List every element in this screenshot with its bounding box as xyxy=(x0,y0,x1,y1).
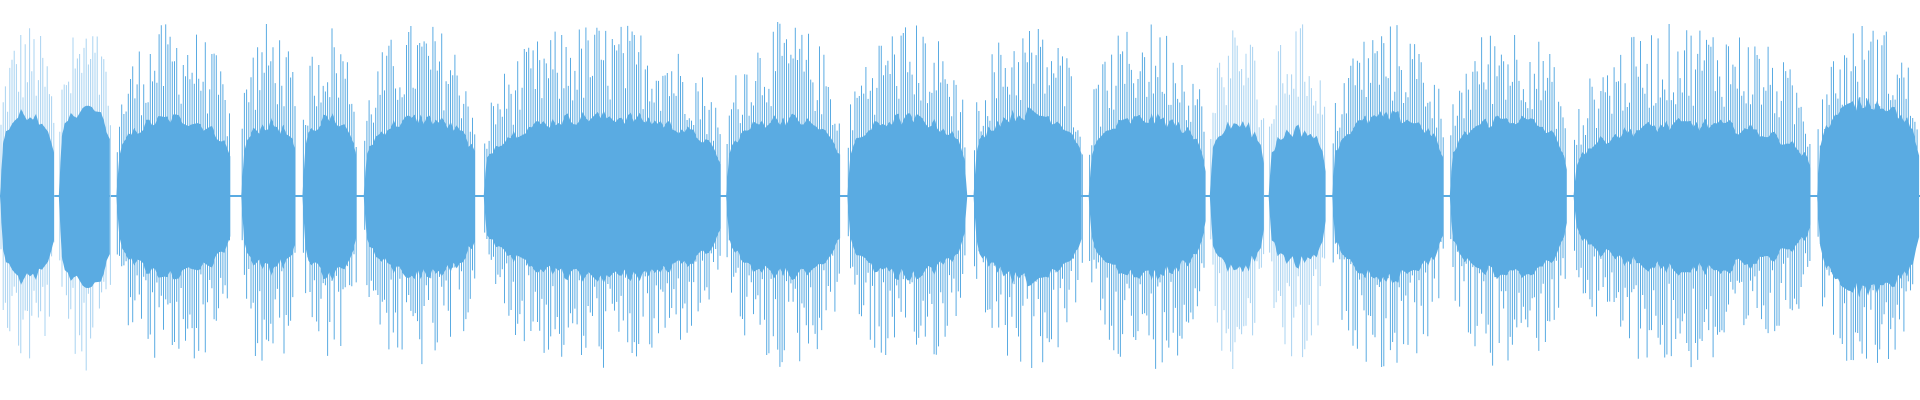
waveform-core xyxy=(483,110,721,284)
waveform-core xyxy=(726,113,841,280)
waveform-core xyxy=(1573,117,1811,276)
waveform-core xyxy=(241,117,296,276)
waveform-core xyxy=(1268,124,1326,269)
waveform-core xyxy=(1209,121,1264,273)
waveform-core xyxy=(847,113,968,281)
waveform-core xyxy=(116,114,231,280)
waveform-core xyxy=(1817,96,1920,298)
waveform-core xyxy=(1088,112,1206,281)
waveform-core xyxy=(973,107,1082,287)
waveform-core xyxy=(0,108,54,285)
waveform-core xyxy=(1332,110,1444,284)
waveform-core xyxy=(302,112,357,281)
waveform-core xyxy=(58,105,110,288)
waveform-core xyxy=(363,114,475,280)
waveform-core xyxy=(1449,115,1567,278)
